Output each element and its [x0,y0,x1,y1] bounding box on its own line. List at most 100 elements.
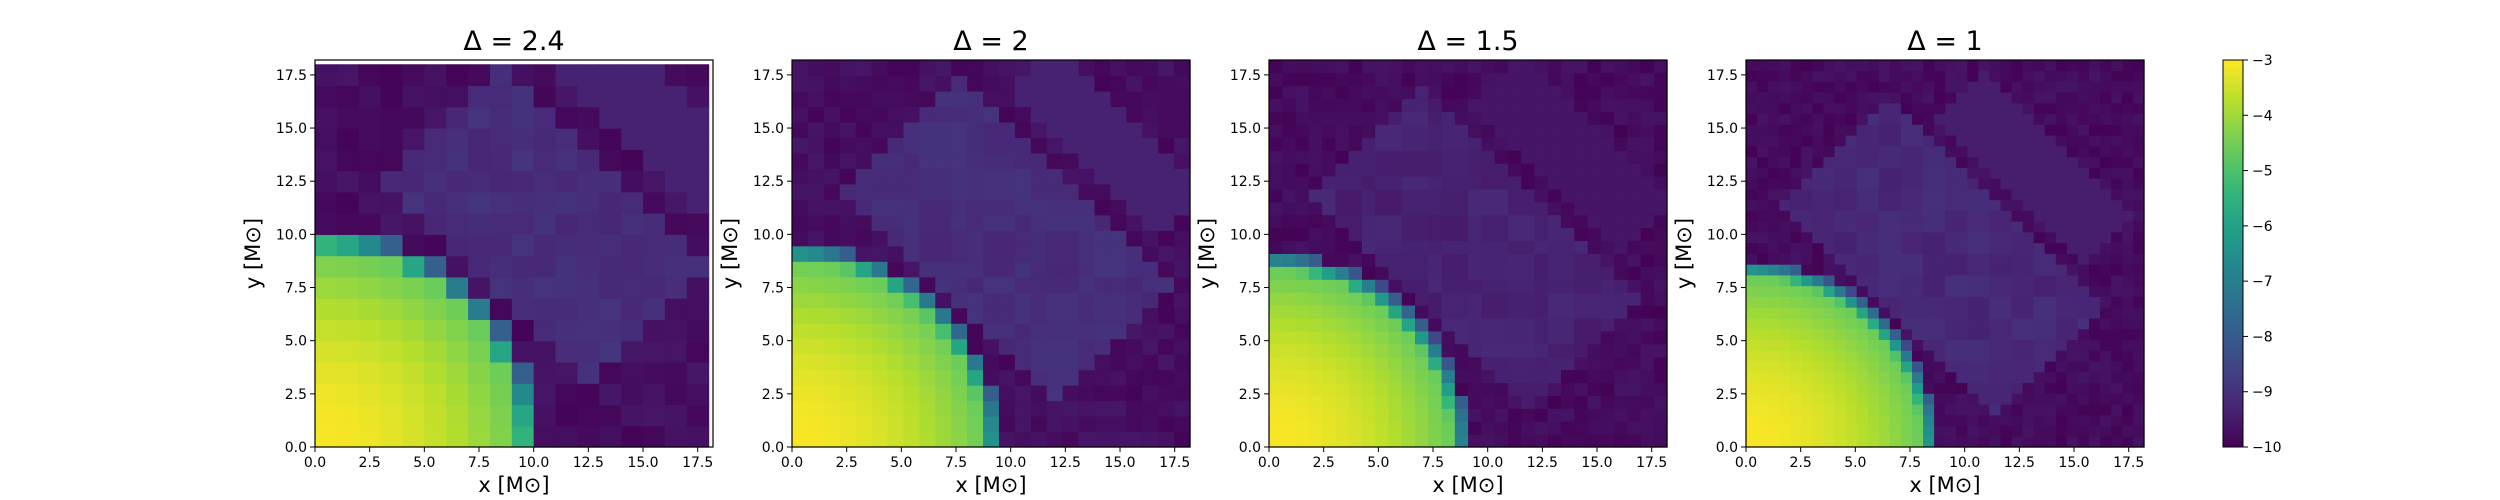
heatmap-cell [2100,339,2112,351]
heatmap-cell [2133,231,2145,244]
heatmap-cell [1746,199,1758,211]
heatmap-cell [2133,124,2145,136]
heatmap-cell [839,137,857,154]
heatmap-cell [555,191,579,214]
heatmap-cell [1945,317,1957,330]
heatmap-cell [1388,266,1403,280]
heatmap-cell [1468,240,1482,254]
heatmap-cell [380,170,404,193]
heatmap-cell [1900,91,1913,104]
heatmap-cell [1078,307,1096,324]
heatmap-cell [1779,339,1791,351]
heatmap-cell [1779,371,1791,384]
heatmap-cell [686,383,710,406]
heatmap-cell [1856,403,1869,416]
heatmap-cell [1375,137,1390,151]
heatmap-cell [1078,121,1096,138]
heatmap-cell [1361,408,1376,422]
heatmap-cell [1757,156,1769,168]
heatmap-cell [1282,395,1297,409]
heatmap-cell [983,369,1000,386]
heatmap-cell [839,121,857,138]
heatmap-cell [424,213,447,235]
heatmap-cell [2111,264,2123,276]
heatmap-cell [983,400,1000,417]
heatmap-cell [1653,279,1668,293]
heatmap-cell [621,425,644,448]
heatmap-cell [1428,421,1443,435]
heatmap-cell [2089,145,2101,158]
heatmap-cell [2122,210,2134,222]
heatmap-cell [643,276,666,299]
heatmap-cell [1507,175,1522,190]
heatmap-cell [1801,296,1813,308]
heatmap-cell [2133,436,2145,448]
heatmap-cell [1269,175,1283,190]
heatmap-cell [2077,102,2090,115]
heatmap-cell [1014,276,1032,293]
heatmap-cell [1348,111,1363,125]
heatmap-cell [1878,188,1891,201]
y-axis-label: y [M⊙] [1672,218,1696,289]
heatmap-cell [1823,285,1836,297]
heatmap-cell [1481,111,1496,125]
heatmap-cell [1507,240,1522,254]
heatmap-cell [1867,113,1880,125]
heatmap-cell [2033,328,2046,341]
heatmap-cell [664,149,688,172]
heatmap-cell [1126,261,1143,278]
heatmap-cell [1587,124,1602,138]
heatmap-cell [1322,317,1336,332]
heatmap-cell [1094,369,1111,386]
heatmap-cell [1375,227,1390,242]
heatmap-cell [1078,183,1096,200]
heatmap-cell [1945,91,1957,104]
heatmap-cell [1295,421,1310,435]
heatmap-cell [1481,408,1496,422]
heatmap-cell [424,191,447,214]
heatmap-cell [1878,124,1891,136]
heatmap-cell [1900,339,1913,351]
heatmap-cell [2133,350,2145,362]
heatmap-cell [1481,60,1496,74]
heatmap-cell [1911,285,1924,297]
heatmap-cell [424,276,447,299]
heatmap-cell [1845,188,1858,201]
heatmap-cell [1923,414,1935,427]
heatmap-cell [599,340,622,363]
heatmap-cell [1889,296,1902,308]
heatmap-cell [1856,382,1869,394]
heatmap-cell [1078,60,1096,77]
y-tick-label: 2.5 [762,387,784,403]
heatmap-cell [1322,356,1336,371]
heatmap-cell [1967,188,1979,201]
heatmap-cell [2111,393,2123,405]
heatmap-cell [1900,70,1913,82]
heatmap-cell [1494,72,1509,87]
heatmap-cell [2022,242,2035,254]
heatmap-cell [1062,214,1080,231]
heatmap-cell [1375,60,1390,74]
heatmap-cell [1889,328,1902,341]
heatmap-cell [1322,421,1336,435]
heatmap-cell [903,137,920,154]
heatmap-cell [1934,199,1946,211]
heatmap-cell [1587,163,1602,177]
heatmap-cell [1126,276,1143,293]
heatmap-cell [2122,328,2134,341]
heatmap-cell [1401,240,1416,254]
heatmap-cell [1856,264,1869,276]
heatmap-cell [1845,81,1858,93]
heatmap-cell [2044,296,2057,308]
heatmap-cell [1823,371,1836,384]
heatmap-cell [998,230,1016,247]
heatmap-cell [2133,264,2145,276]
heatmap-cell [1587,279,1602,293]
heatmap-cell [2022,414,2035,427]
heatmap-cell [577,255,600,278]
heatmap-cell [1269,330,1283,345]
heatmap-cell [1110,338,1127,355]
heatmap-cell [446,213,469,235]
heatmap-cell [2133,371,2145,384]
heatmap-cell [1878,156,1891,168]
